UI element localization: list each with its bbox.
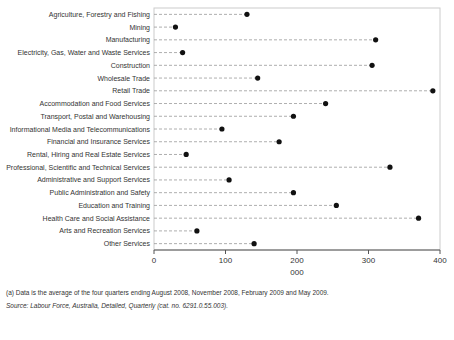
category-label: Mining xyxy=(129,24,150,32)
category-label: Professional, Scientific and Technical S… xyxy=(6,164,150,171)
dot xyxy=(416,216,421,221)
stem xyxy=(154,230,197,231)
stem xyxy=(154,129,222,130)
category-label: Manufacturing xyxy=(106,36,150,44)
dot xyxy=(252,241,257,246)
category-label: Financial and Insurance Services xyxy=(47,138,151,145)
dot xyxy=(373,37,378,42)
stem xyxy=(154,27,175,28)
x-axis-label: 000 xyxy=(290,268,304,277)
dot xyxy=(180,50,185,55)
x-tick-label: 0 xyxy=(152,256,157,265)
category-label: Arts and Recreation Services xyxy=(59,227,150,234)
category-label: Administrative and Support Services xyxy=(37,176,150,184)
stem xyxy=(154,179,229,180)
category-label: Agriculture, Forestry and Fishing xyxy=(49,11,150,19)
stem xyxy=(154,167,390,168)
dot xyxy=(194,228,199,233)
stem xyxy=(154,154,186,155)
dot xyxy=(255,75,260,80)
stem xyxy=(154,116,293,117)
dot xyxy=(369,63,374,68)
x-tick-label: 100 xyxy=(219,256,233,265)
dot xyxy=(277,139,282,144)
stem xyxy=(154,52,183,53)
x-tick xyxy=(368,250,369,254)
stem xyxy=(154,192,293,193)
x-tick xyxy=(225,250,226,254)
category-label: Rental, Hiring and Real Estate Services xyxy=(27,151,150,159)
x-tick-label: 400 xyxy=(433,256,447,265)
category-label: Other Services xyxy=(104,240,151,247)
category-label: Informational Media and Telecommunicatio… xyxy=(10,126,151,133)
dot xyxy=(226,177,231,182)
marks xyxy=(154,12,435,246)
stem xyxy=(154,103,326,104)
stem xyxy=(154,218,419,219)
stem xyxy=(154,243,254,244)
category-label: Wholesale Trade xyxy=(97,75,150,82)
stem xyxy=(154,141,279,142)
stem xyxy=(154,90,433,91)
x-tick-label: 300 xyxy=(362,256,376,265)
stem xyxy=(154,39,376,40)
dot xyxy=(244,12,249,17)
footnote: Source: Labour Force, Australia, Detaile… xyxy=(6,302,228,310)
dot xyxy=(291,190,296,195)
stem xyxy=(154,78,258,79)
stem xyxy=(154,65,372,66)
dot xyxy=(323,101,328,106)
stem xyxy=(154,205,336,206)
x-tick xyxy=(297,250,298,254)
category-label: Electricity, Gas, Water and Waste Servic… xyxy=(18,49,151,57)
category-label: Health Care and Social Assistance xyxy=(43,215,150,222)
category-label: Public Administration and Safety xyxy=(50,189,151,197)
dot xyxy=(430,88,435,93)
chart: Agriculture, Forestry and Fishing Mining M… xyxy=(0,0,454,340)
dot xyxy=(291,114,296,119)
category-label: Education and Training xyxy=(78,202,150,210)
x-tick xyxy=(440,250,441,254)
x-tick xyxy=(154,250,155,254)
category-label: Retail Trade xyxy=(112,87,150,94)
footnote: (a) Data is the average of the four quar… xyxy=(6,289,329,297)
stem xyxy=(154,14,247,15)
plot-frame xyxy=(154,8,440,250)
category-label: Transport, Postal and Warehousing xyxy=(40,113,150,121)
dot xyxy=(184,152,189,157)
category-label: Accommodation and Food Services xyxy=(40,100,151,107)
dot xyxy=(334,203,339,208)
dot xyxy=(219,126,224,131)
x-tick-label: 200 xyxy=(290,256,304,265)
category-label: Construction xyxy=(111,62,150,69)
dot xyxy=(387,165,392,170)
dot xyxy=(173,25,178,30)
